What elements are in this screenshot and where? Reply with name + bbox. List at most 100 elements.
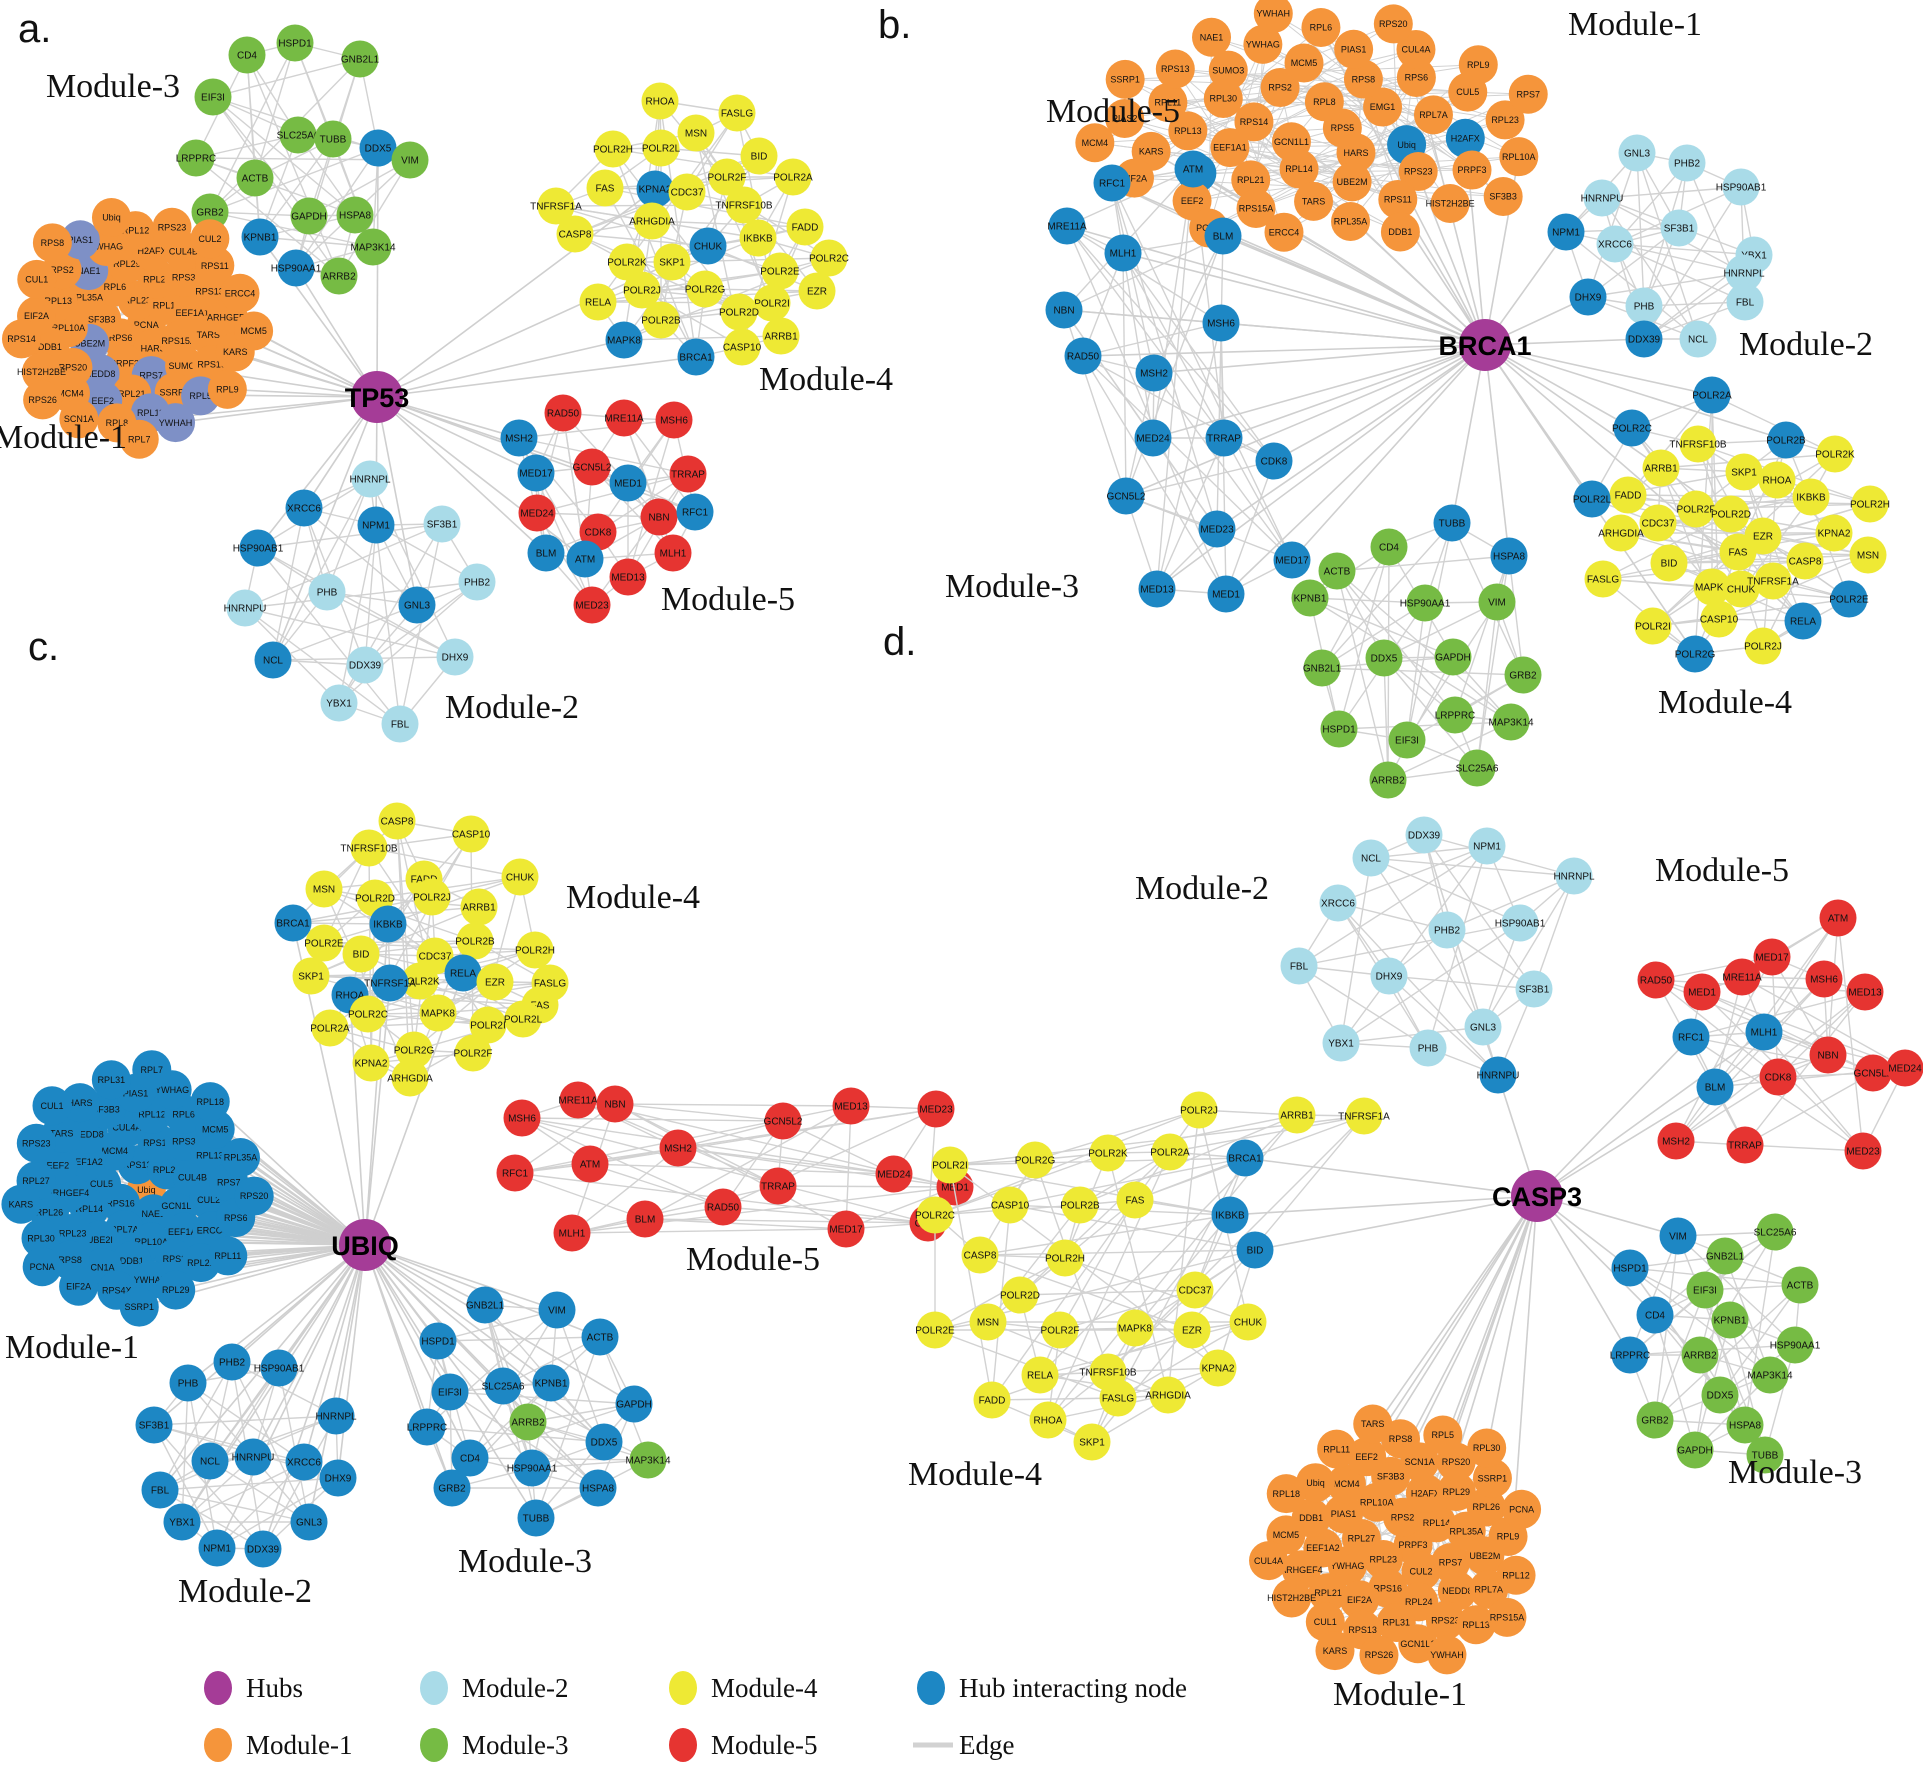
edge [1091,1115,1365,1443]
node-circle [239,529,277,567]
edge [571,1147,679,1234]
hub-edge [376,188,656,398]
node-circle [1202,304,1240,342]
hub-edge [252,1244,366,1458]
node-b-DHX9: DHX9 [1569,278,1607,316]
hub-edge [1152,344,1486,439]
node-c-MSH2: MSH2 [659,1129,697,1167]
node-b-MSN: MSN [1849,536,1887,574]
legend-label-Edge: Edge [959,1730,1014,1760]
node-b-NBN: NBN [1045,291,1083,329]
node-c-ARRB2: ARRB2 [509,1403,547,1441]
node-c-KPNB1: KPNB1 [532,1364,570,1402]
node-d-SF3B1: SF3B1 [1515,970,1553,1008]
node-circle [1636,1401,1674,1439]
edge [1388,975,1499,1076]
module-label-b-Module-2: Module-2 [1739,326,1873,363]
node-circle [1303,649,1341,687]
node-circle [419,994,457,1032]
node-circle [1347,1437,1387,1477]
node-circle [1260,68,1300,108]
edge [1340,922,1521,1044]
edge [1336,570,1389,781]
node-c-RAD50: RAD50 [704,1188,742,1226]
node-circle [431,1373,469,1411]
node-b-MSH6: MSH6 [1202,304,1240,342]
node-b-RPS20: RPS20 [1373,4,1413,44]
node-circle [460,888,498,926]
edge [1082,322,1222,357]
node-circle [509,1403,547,1441]
edge [212,96,340,277]
node-circle [1458,45,1498,85]
edge [1063,235,1224,311]
node-circle [32,1086,72,1126]
node-circle [1672,1018,1710,1056]
edge [1636,152,1645,307]
edge [1587,272,1745,298]
edge [1601,186,1742,199]
node-a-POLR2I: POLR2I [753,284,791,322]
node-c-BRCA1: BRCA1 [274,904,312,942]
edge [991,1204,1011,1401]
node-circle [1326,1464,1366,1504]
edge [1039,1321,1249,1376]
edge [979,1214,1231,1256]
node-a-VIM: VIM [391,141,429,179]
edge [1446,929,1499,1076]
node-circle [398,586,436,624]
node-a-SLC25A6: SLC25A6 [277,116,320,154]
edge [1079,1114,1298,1206]
node-c-EZR: EZR [476,963,514,1001]
node-circle [720,293,758,331]
node-d-CDK8: CDK8 [1759,1058,1797,1096]
node-circle [1744,627,1782,665]
hub-edge [364,1244,599,1489]
node-circle [571,1145,609,1183]
hub-edge [1156,344,1486,590]
node-a-GAPDH: GAPDH [290,197,328,235]
edge [1225,460,1275,595]
node-b-IKBKB: IKBKB [1792,478,1830,516]
node-d-RPL5: RPL5 [1423,1415,1463,1455]
node-b-RPS7: RPS7 [1508,74,1548,114]
edge [254,42,296,179]
node-d-PHB2: PHB2 [1428,911,1466,949]
edge [1223,98,1383,108]
node-circle [305,870,343,908]
node-a-HNRNPL: HNRNPL [349,460,391,498]
node-circle [1370,957,1408,995]
node-d-MED23: MED23 [1844,1132,1882,1170]
node-b-KPNA2: KPNA2 [1815,514,1853,552]
node-circle [626,1200,664,1238]
node-a-DDX5: DDX5 [359,129,397,167]
edge [1654,1289,1706,1421]
node-a-MED24: MED24 [518,494,556,532]
node-circle [1320,710,1358,748]
hub-edge [1484,344,1510,557]
node-c-RPL7: RPL7 [132,1050,172,1090]
node-circle [1681,1336,1719,1374]
edge [259,236,374,248]
node-a-TRRAP: TRRAP [669,455,707,493]
node-circle [1758,461,1796,499]
node-circle [1458,749,1496,787]
node-circle [1134,419,1172,457]
node-circle [21,1218,61,1258]
edge [651,220,806,228]
node-circle [1696,1068,1734,1106]
node-circle [423,505,461,543]
node-a-HSPA8: HSPA8 [336,196,374,234]
node-circle [156,403,196,443]
node-circle [1135,354,1173,392]
node-a-Ubiq: Ubiq [91,197,131,237]
node-circle [917,1090,955,1128]
node-circle [1315,1631,1355,1671]
node-circle [1445,118,1485,158]
module-label-c-Module-3: Module-3 [458,1543,592,1580]
node-c-HSP90AB1: HSP90AB1 [254,1349,305,1387]
edge [212,58,361,98]
node-circle [1334,29,1374,69]
legend-swatch-Module-4 [669,1671,697,1705]
edge [1309,597,1426,604]
